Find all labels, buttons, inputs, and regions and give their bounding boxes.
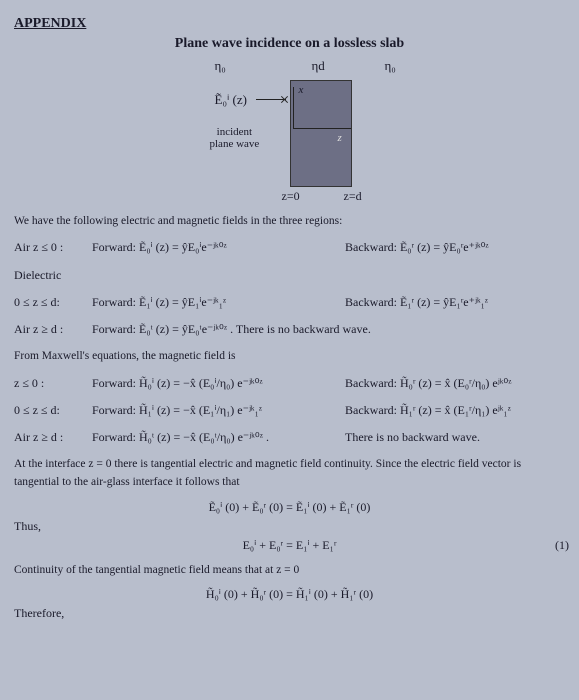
- e-region-air-neg: Air z ≤ 0 : Forward: Ẽ₀ⁱ (z) = ŷE₀ⁱe⁻ʲᵏ⁰…: [14, 238, 565, 257]
- eq-e2-body: E₀ⁱ + E₀ʳ = E₁ⁱ + E₁ʳ: [243, 538, 337, 552]
- eq-e2: E₀ⁱ + E₀ʳ = E₁ⁱ + E₁ʳ (1): [14, 538, 565, 553]
- backward-eq: Backward: Ẽ₁ʳ (z) = ŷE₁ʳe⁺ʲᵏ₁ᶻ: [345, 293, 565, 312]
- e-field-label: Ẽ₀ⁱ (z): [215, 92, 247, 108]
- appendix-header: APPENDIX: [14, 16, 565, 32]
- title: Plane wave incidence on a lossless slab: [14, 36, 565, 52]
- region-label: Air z ≤ 0 :: [14, 238, 92, 257]
- z-d: z=d: [344, 189, 362, 204]
- forward-eq: Forward: Ẽ₁ⁱ (z) = ŷE₁ⁱe⁻ʲᵏ₁ᶻ: [92, 293, 345, 312]
- region-label: 0 ≤ z ≤ d:: [14, 293, 92, 312]
- dielectric-label: Dielectric: [14, 266, 565, 285]
- page: APPENDIX Plane wave incidence on a lossl…: [0, 0, 579, 621]
- incident-caption: incident plane wave: [210, 126, 260, 150]
- intro-text: We have the following electric and magne…: [14, 212, 565, 230]
- no-backward: There is no backward wave.: [345, 428, 565, 447]
- forward-eq: Forward: Ẽ₀ᵗ (z) = ŷE₀ᵗe⁻ʲᵏ⁰ᶻ . There is…: [92, 320, 565, 339]
- backward-eq: Backward: Ẽ₀ʳ (z) = ŷE₀ʳe⁺ʲᵏ⁰ᶻ: [345, 238, 565, 257]
- h-region-air-pos: Air z ≥ d : Forward: H̃₀ᵗ (z) = −x̂ (E₀ᵗ…: [14, 428, 565, 447]
- forward-eq: Forward: H̃₀ⁱ (z) = −x̂ (E₀ⁱ/η₀) e⁻ʲᵏ⁰ᶻ: [92, 374, 345, 393]
- h-region-dielectric: 0 ≤ z ≤ d: Forward: H̃₁ⁱ (z) = −x̂ (E₁ⁱ/…: [14, 401, 565, 420]
- eq-number-1: (1): [555, 538, 569, 553]
- continuity-text-2: Continuity of the tangential magnetic fi…: [14, 561, 565, 579]
- eta-0-right: η₀: [385, 58, 396, 74]
- region-label: Air z ≥ d :: [14, 428, 92, 447]
- region-label: Air z ≥ d :: [14, 320, 92, 339]
- eq-e-continuity: Ẽ₀ⁱ (0) + Ẽ₀ʳ (0) = Ẽ₁ⁱ (0) + Ẽ₁ʳ (0): [14, 500, 565, 515]
- backward-eq: Backward: H̃₁ʳ (z) = x̂ (E₁ʳ/η₁) eʲᵏ₁ᶻ: [345, 401, 565, 420]
- eta-d: ηd: [312, 58, 325, 74]
- forward-eq: Forward: Ẽ₀ⁱ (z) = ŷE₀ⁱe⁻ʲᵏ⁰ᶻ: [92, 238, 345, 257]
- slab: [290, 80, 352, 187]
- incident-arrow: [256, 99, 286, 100]
- eq-h-continuity: H̃₀ⁱ (0) + H̃₀ʳ (0) = H̃₁ⁱ (0) + H̃₁ʳ (0…: [14, 587, 565, 602]
- z-axis: [293, 128, 351, 129]
- thus-label: Thus,: [14, 519, 565, 534]
- e-region-air-pos: Air z ≥ d : Forward: Ẽ₀ᵗ (z) = ŷE₀ᵗe⁻ʲᵏ⁰…: [14, 320, 565, 339]
- forward-eq: Forward: H̃₁ⁱ (z) = −x̂ (E₁ⁱ/η₁) e⁻ʲᵏ₁ᶻ: [92, 401, 345, 420]
- z-label: z: [338, 132, 342, 144]
- backward-eq: Backward: H̃₀ʳ (z) = x̂ (E₀ʳ/η₀) eʲᵏ⁰ᶻ: [345, 374, 565, 393]
- x-axis: [293, 87, 294, 129]
- region-label: z ≤ 0 :: [14, 374, 92, 393]
- therefore-label: Therefore,: [14, 606, 565, 621]
- forward-eq: Forward: H̃₀ᵗ (z) = −x̂ (E₀ᵗ/η₀) e⁻ʲᵏ⁰ᶻ …: [92, 428, 345, 447]
- region-label: 0 ≤ z ≤ d:: [14, 401, 92, 420]
- e-region-dielectric: 0 ≤ z ≤ d: Forward: Ẽ₁ⁱ (z) = ŷE₁ⁱe⁻ʲᵏ₁ᶻ…: [14, 293, 565, 312]
- figure: η₀ ηd η₀ Ẽ₀ⁱ (z) x z incident plane wave…: [160, 62, 420, 202]
- maxwell-intro: From Maxwell's equations, the magnetic f…: [14, 347, 565, 365]
- continuity-text-1: At the interface z = 0 there is tangenti…: [14, 455, 565, 492]
- z-zero: z=0: [282, 189, 300, 204]
- eta-0-left: η₀: [215, 58, 226, 74]
- x-label: x: [299, 84, 304, 96]
- h-region-air-neg: z ≤ 0 : Forward: H̃₀ⁱ (z) = −x̂ (E₀ⁱ/η₀)…: [14, 374, 565, 393]
